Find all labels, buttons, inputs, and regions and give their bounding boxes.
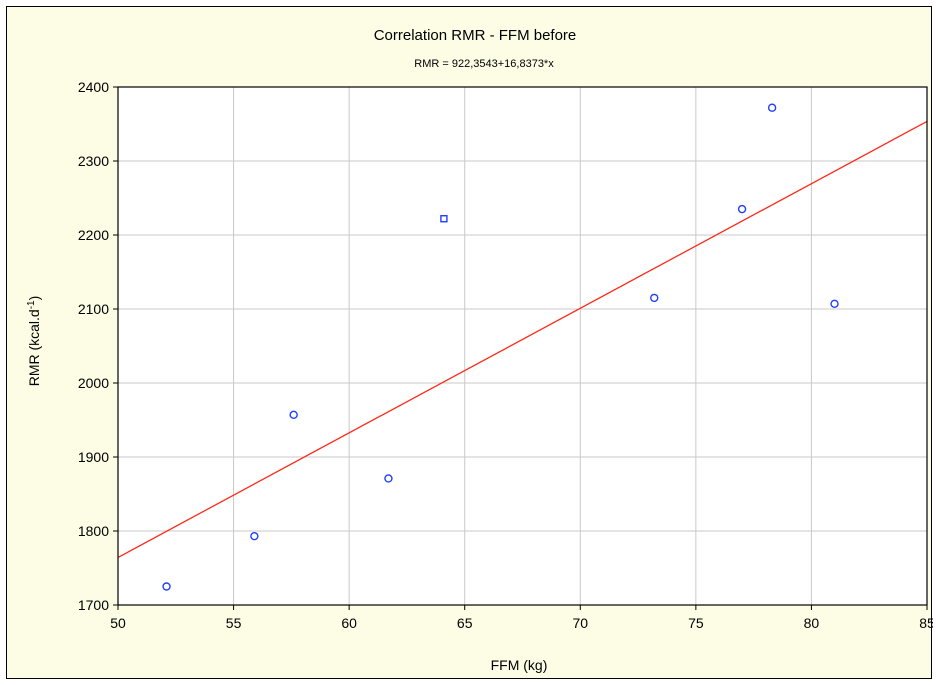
chart-title: Correlation RMR - FFM before (374, 27, 577, 44)
y-axis-label-base: RMR (kcal.d (26, 309, 42, 386)
x-tick-label: 60 (341, 615, 357, 631)
x-axis-label: FFM (kg) (491, 657, 548, 673)
x-tick-label: 65 (457, 615, 473, 631)
data-point (384, 474, 393, 483)
x-tick-label: 70 (572, 615, 588, 631)
y-tick-label: 2400 (78, 79, 109, 95)
data-point (830, 299, 839, 309)
chart-subtitle: RMR = 922,3543+16,8373*x (414, 58, 554, 70)
x-tick-label: 50 (110, 615, 126, 631)
x-tick-label: 80 (804, 615, 820, 631)
x-tick-label: 55 (226, 615, 242, 631)
y-tick-label: 1900 (78, 449, 109, 465)
plot-border (117, 86, 928, 606)
y-axis-label: RMR (kcal.d-1) (26, 296, 42, 387)
y-tick-label: 1800 (78, 523, 109, 539)
x-tick-labels: 50 55 60 65 70 75 80 85 (110, 605, 933, 631)
data-point (162, 582, 171, 591)
y-tick-label: 2200 (78, 227, 109, 243)
data-point (767, 103, 777, 112)
x-tick-label: 75 (688, 615, 704, 631)
y-axis-label-sup: -1 (26, 300, 37, 309)
scatter-chart: 50 55 60 65 70 75 80 85 1700 1800 1900 2000 2100 220… (26, 27, 933, 673)
data-point (289, 410, 298, 420)
regression-line (117, 120, 928, 559)
data-point (737, 204, 747, 214)
x-tick-label: 85 (919, 615, 933, 631)
data-point (650, 293, 659, 303)
y-tick-label: 2300 (78, 153, 109, 169)
chart-frame: 50 55 60 65 70 75 80 85 1700 1800 1900 2000 2100 220… (6, 6, 933, 679)
plot-area (118, 87, 927, 605)
grid-lines (118, 87, 927, 605)
data-point (250, 531, 259, 541)
y-tick-label: 2000 (78, 375, 109, 391)
y-tick-label: 1700 (78, 597, 109, 613)
data-points (162, 103, 839, 591)
y-tick-labels: 1700 1800 1900 2000 2100 2200 2300 2400 (78, 79, 118, 613)
y-tick-label: 2100 (78, 301, 109, 317)
data-point (440, 215, 448, 223)
y-axis-label-end: ) (26, 296, 42, 301)
